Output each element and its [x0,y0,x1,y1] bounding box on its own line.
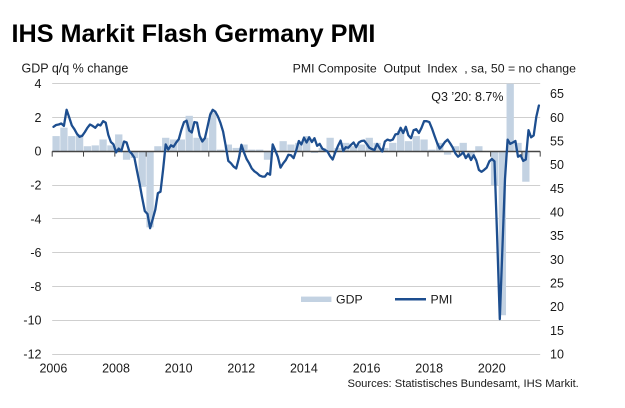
svg-text:2016: 2016 [353,362,381,376]
svg-text:10: 10 [550,348,564,362]
svg-text:45: 45 [550,182,564,196]
svg-text:2020: 2020 [478,362,506,376]
svg-text:-6: -6 [30,246,41,260]
svg-text:20: 20 [550,300,564,314]
svg-text:Q3 ’20: 8.7%: Q3 ’20: 8.7% [431,90,503,104]
svg-text:25: 25 [550,277,564,291]
svg-text:4: 4 [35,77,42,91]
svg-text:2006: 2006 [39,362,67,376]
svg-text:PMI: PMI [431,293,453,307]
svg-text:2: 2 [35,111,42,125]
svg-text:15: 15 [550,324,564,338]
svg-text:35: 35 [550,229,564,243]
svg-text:IHS Markit Flash Germany PMI: IHS Markit Flash Germany PMI [12,20,376,48]
svg-text:65: 65 [550,87,564,101]
svg-text:2014: 2014 [290,362,318,376]
svg-text:GDP q/q % change: GDP q/q % change [22,62,129,76]
svg-text:2008: 2008 [102,362,130,376]
svg-text:30: 30 [550,253,564,267]
svg-text:60: 60 [550,111,564,125]
svg-text:0: 0 [35,145,42,159]
svg-text:Sources: Statistisches Bundesa: Sources: Statistisches Bundesamt, IHS Ma… [348,378,579,390]
svg-text:55: 55 [550,134,564,148]
svg-text:PMI Composite Output Index: PMI Composite Output Index , sa, 50 = no… [293,62,576,76]
svg-text:GDP: GDP [336,293,363,307]
svg-text:-8: -8 [30,280,41,294]
svg-text:2010: 2010 [165,362,193,376]
svg-text:2018: 2018 [415,362,443,376]
svg-text:50: 50 [550,158,564,172]
svg-text:2012: 2012 [227,362,255,376]
svg-text:40: 40 [550,206,564,220]
svg-text:-12: -12 [23,348,41,362]
svg-text:-10: -10 [23,314,41,328]
svg-text:-2: -2 [30,179,41,193]
svg-text:-4: -4 [30,212,41,226]
